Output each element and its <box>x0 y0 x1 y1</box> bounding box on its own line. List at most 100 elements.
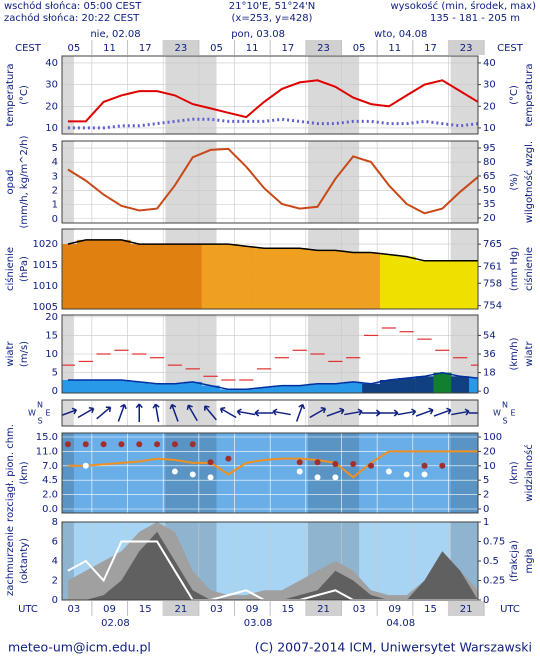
wind-arrow <box>272 408 291 416</box>
y-axis-title: rozciągł. pion. chm. <box>5 424 16 522</box>
panel-frame <box>61 228 479 310</box>
compass-letter: W <box>28 409 36 418</box>
y2-tick-label: 100 <box>483 432 502 443</box>
series-dot <box>296 468 303 475</box>
y-axis-title: ciśnienie <box>4 247 16 291</box>
night-band <box>62 433 74 513</box>
series-bar <box>308 250 327 309</box>
y-tick-label: 20 <box>45 312 58 323</box>
series-dot <box>403 471 410 478</box>
elevation: 135 - 181 - 205 m <box>430 13 520 24</box>
bottom-tick-label: 15 <box>281 604 294 615</box>
series-group <box>67 147 478 215</box>
bottom-tick-label: 09 <box>103 604 116 615</box>
y-tick-label: 0.0 <box>42 504 58 515</box>
y-tick-label: 4 <box>52 157 58 168</box>
bottom-axis-label: UTC <box>500 604 520 615</box>
y-tick-label: 1 <box>52 200 58 211</box>
y2-tick-label: 0.5 <box>483 556 499 567</box>
y2-tick-label: 30 <box>483 80 496 91</box>
y-tick-label: 30 <box>45 80 58 91</box>
coords: 21°10'E, 51°24'N <box>229 1 316 12</box>
series-dot <box>82 441 89 448</box>
y-tick-label: 2 <box>52 576 58 587</box>
top-tick-label: 05 <box>68 43 81 54</box>
panel-frame <box>61 521 479 601</box>
series-bar <box>451 376 470 393</box>
y2-tick-label: 765 <box>483 239 502 250</box>
series-group <box>62 239 478 309</box>
y-tick-label: 7.0 <box>42 461 58 472</box>
series-dot <box>82 462 89 469</box>
top-tick-label: 17 <box>424 43 437 54</box>
bottom-tick-label: 21 <box>174 604 187 615</box>
y2-tick-label: 10 <box>483 123 496 134</box>
night-band <box>62 56 74 134</box>
y-tick-label: 1005 <box>33 302 58 313</box>
y2-tick-label: 50 <box>483 185 496 196</box>
series-bar <box>183 244 202 309</box>
series-dot <box>314 459 321 466</box>
y2-tick-label: 761 <box>483 261 502 272</box>
y-tick-label: 6 <box>52 537 58 548</box>
top-tick-label: 11 <box>246 43 259 54</box>
series-bar <box>344 381 363 393</box>
y2-tick-label: 20 <box>483 101 496 112</box>
night-band <box>450 56 478 134</box>
night-band <box>165 141 217 223</box>
series-dot <box>189 441 196 448</box>
wind-arrow <box>451 408 470 416</box>
y2-tick-label: 20 <box>483 213 496 224</box>
series-bar <box>272 385 292 393</box>
series-bar <box>469 378 478 393</box>
series-bar <box>130 244 149 309</box>
series-bar <box>272 248 292 309</box>
y2-axis-title: widzialność <box>523 444 535 501</box>
wind-arrow <box>152 403 160 422</box>
y2-tick-label: 80 <box>483 157 496 168</box>
series-bar <box>183 381 202 393</box>
bottom-tick-label: 15 <box>139 604 152 615</box>
series-dot <box>296 459 303 466</box>
y2-tick-label: 0 <box>483 386 489 397</box>
series-dot <box>314 474 321 481</box>
series-bar <box>148 244 167 309</box>
y-tick-label: 5 <box>52 368 58 379</box>
y-tick-label: 15.0 <box>36 432 58 443</box>
bottom-tick-label: 21 <box>317 604 330 615</box>
y-axis-title: wiatr <box>5 341 16 367</box>
y2-tick-label: 40 <box>483 58 496 69</box>
panel-frame <box>61 432 479 514</box>
compass-letter: N <box>502 401 508 410</box>
series-bar <box>290 385 309 393</box>
series-dot <box>118 441 125 448</box>
y2-tick-label: 18 <box>483 368 496 379</box>
compass-letter: E <box>45 409 50 418</box>
series-bar <box>290 248 309 309</box>
top-tick-label: 23 <box>174 43 187 54</box>
series-dot <box>207 474 214 481</box>
night-band <box>450 141 478 223</box>
y-tick-label: 3 <box>52 171 58 182</box>
grid-point: (x=253, y=428) <box>232 13 313 24</box>
y-tick-label: 20 <box>45 101 58 112</box>
wind-arrow <box>117 403 127 422</box>
bottom-tick-label: 09 <box>388 604 401 615</box>
compass-letter: S <box>502 417 507 426</box>
y-axis-title: zachmurzenie <box>5 526 16 596</box>
series-bar <box>62 244 78 309</box>
y2-tick-label: 754 <box>483 301 502 312</box>
y2-tick-label: 35 <box>483 199 496 210</box>
wind-arrow <box>326 407 345 417</box>
y-tick-label: 2 <box>52 185 58 196</box>
y-tick-label: 40 <box>45 58 58 69</box>
y2-tick-label: 54 <box>483 330 496 341</box>
y-tick-label: 10 <box>45 123 58 134</box>
wind-arrow <box>397 408 417 416</box>
series-bar <box>433 372 452 393</box>
day-label: pon, 03.08 <box>231 29 285 40</box>
series-bar <box>201 244 220 309</box>
y2-tick-label: 20 <box>483 446 496 457</box>
y2-axis-title: mgła <box>524 548 535 573</box>
series-bar <box>469 260 478 309</box>
